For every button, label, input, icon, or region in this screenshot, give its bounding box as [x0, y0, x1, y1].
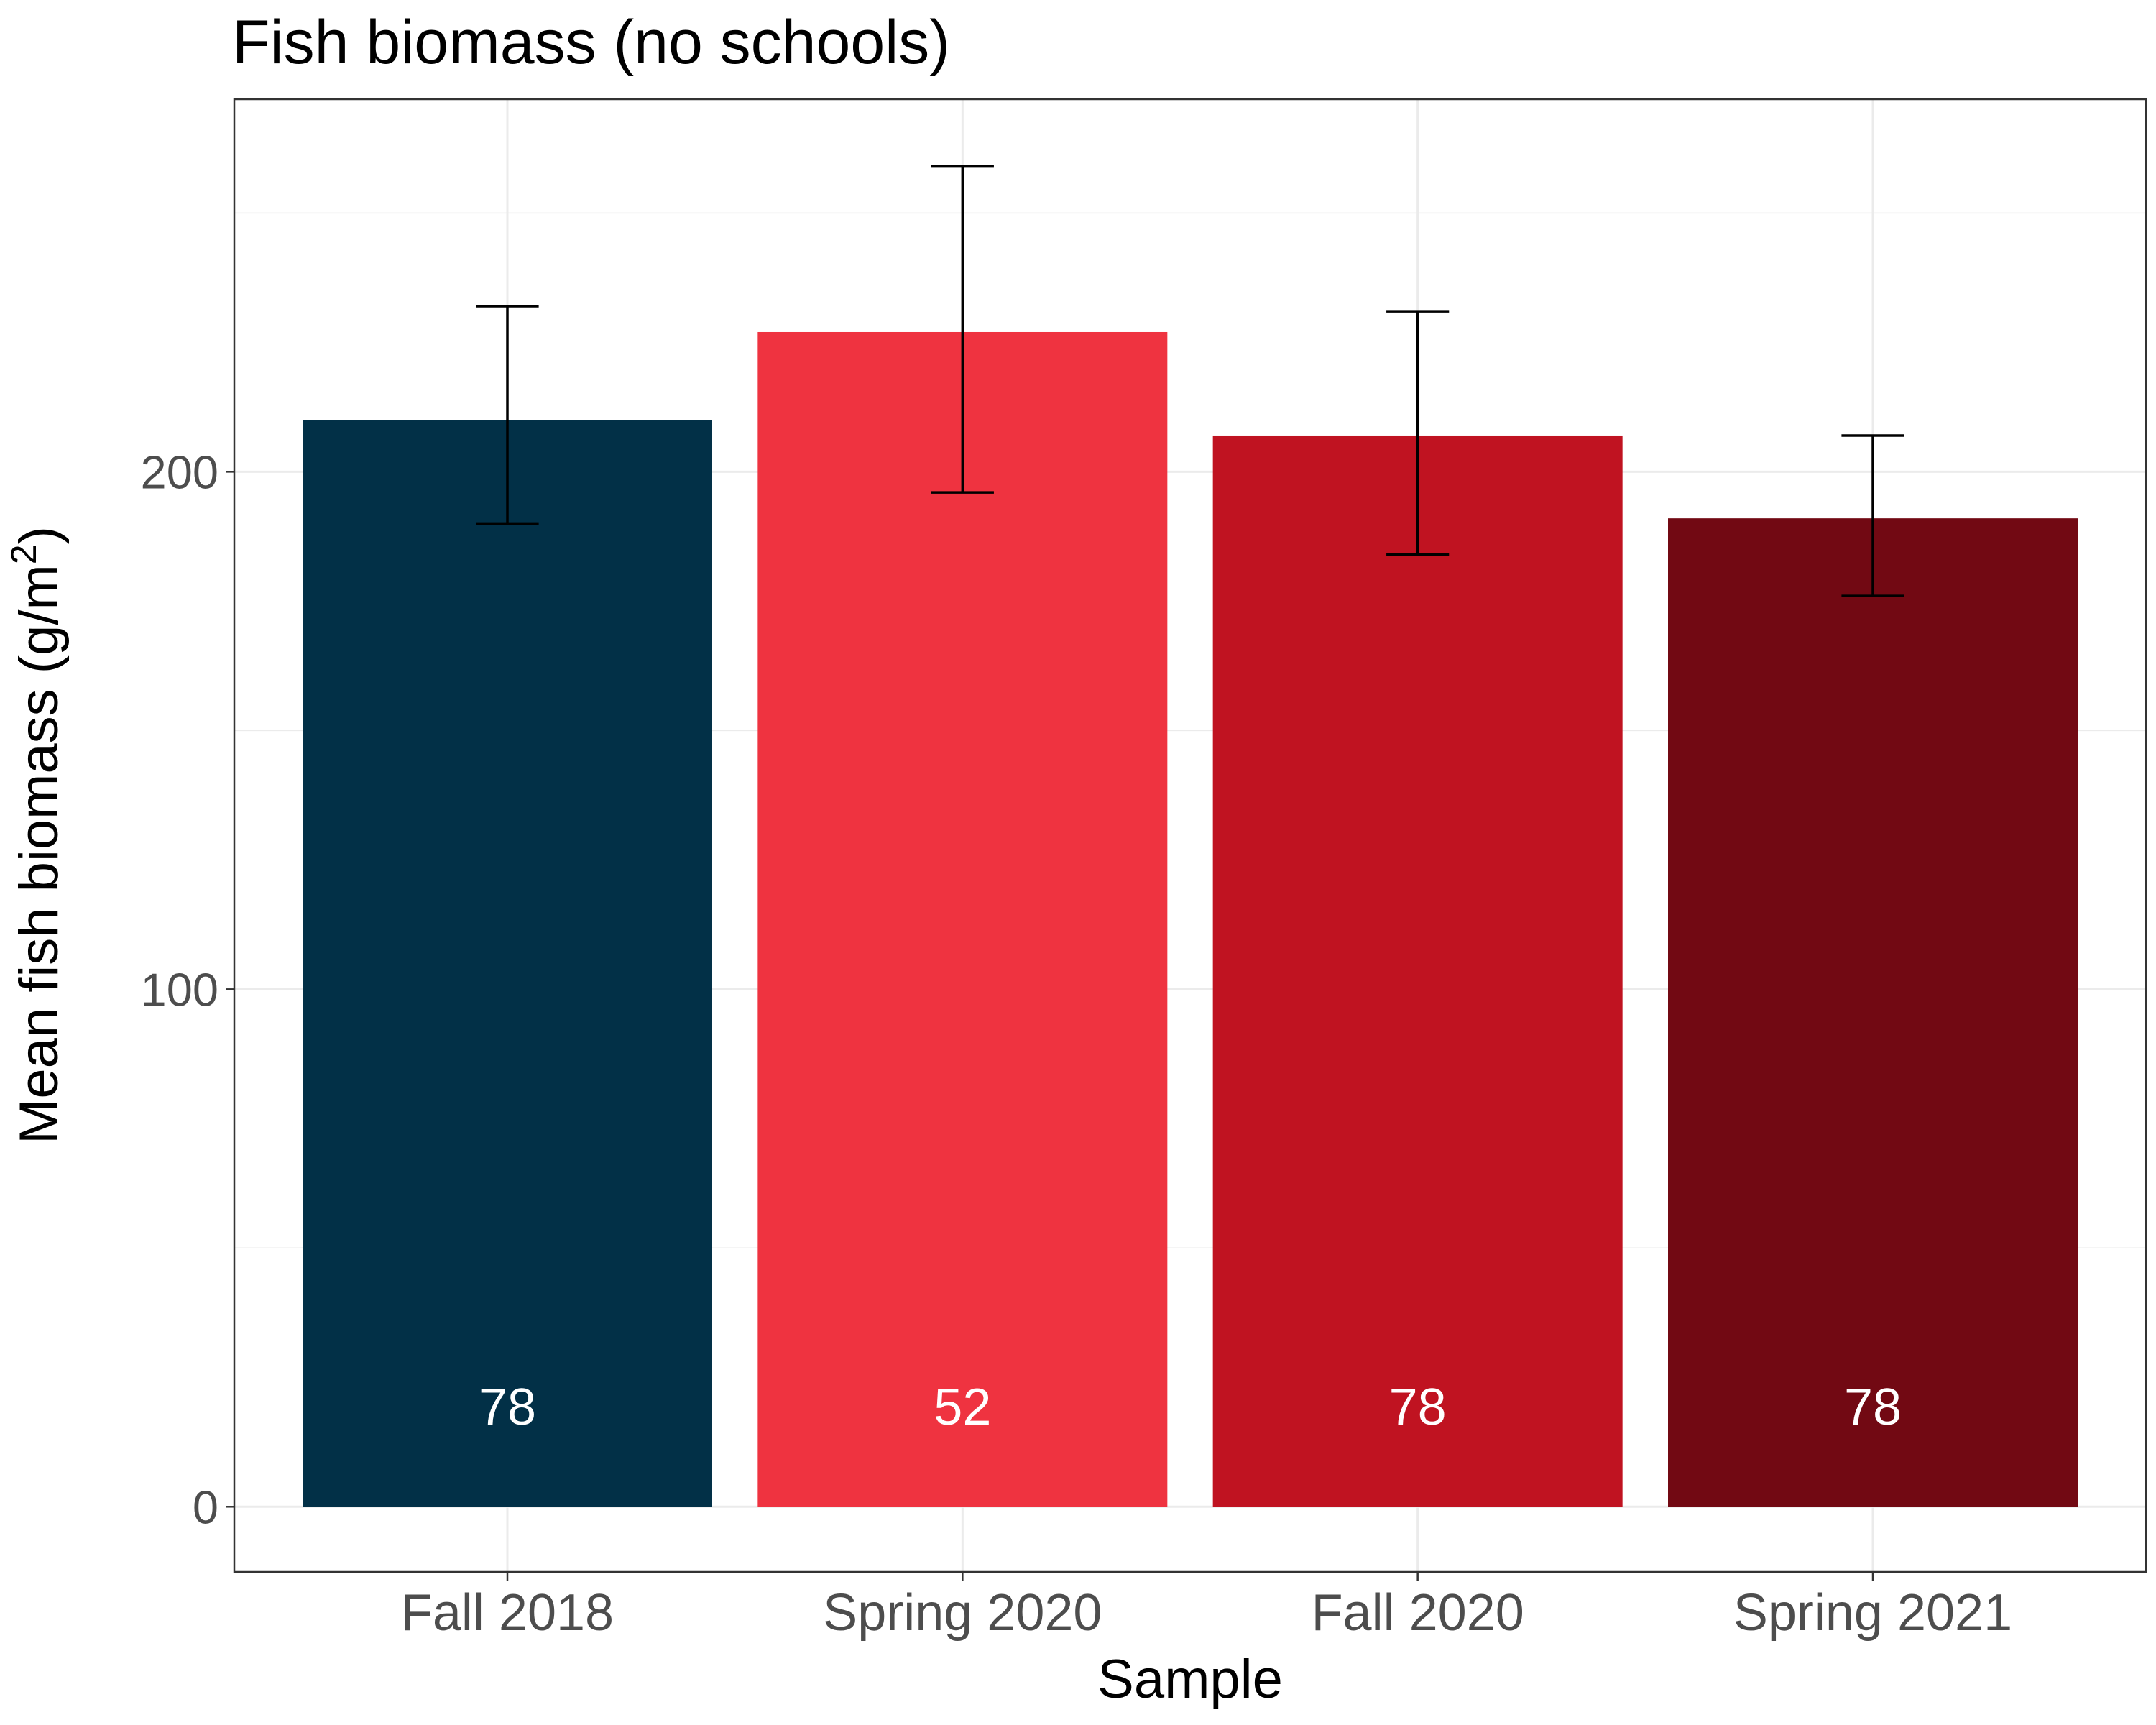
error-bar: [931, 165, 994, 494]
y-axis: 0 100 200: [141, 446, 234, 1533]
x-tick-label: Fall 2020: [1312, 1584, 1524, 1642]
bar-spring-2020: [757, 331, 1168, 1507]
bar-fall-2020: [1212, 435, 1623, 1507]
x-tick-label: Fall 2018: [401, 1584, 614, 1642]
x-tick-label: Spring 2021: [1733, 1584, 2012, 1642]
bars: [303, 331, 2078, 1507]
bar-label: 78: [1844, 1379, 1902, 1436]
y-tick-label: 200: [141, 446, 218, 498]
error-bar: [1841, 434, 1904, 597]
y-axis-title-main: Mean fish biomass (g/m: [9, 564, 70, 1144]
bar-fall-2018: [303, 420, 712, 1507]
x-axis-title: Sample: [1097, 1649, 1283, 1710]
y-axis-title-close: ): [9, 526, 70, 544]
chart-title: Fish biomass (no schools): [232, 8, 950, 77]
y-axis-title: Mean fish biomass (g/m2): [4, 526, 70, 1144]
error-bar: [476, 305, 539, 525]
bar-label: 52: [934, 1379, 991, 1436]
y-axis-title-superscript: 2: [4, 544, 44, 564]
plot-panel-border: [233, 98, 2147, 1573]
y-tick-label: 100: [141, 963, 218, 1016]
y-tick-label: 0: [193, 1481, 218, 1533]
x-tick-label: Spring 2020: [823, 1584, 1102, 1642]
error-bar: [1386, 310, 1450, 556]
bar-labels: 78 52 78 78: [479, 1379, 1902, 1436]
bar-label: 78: [1389, 1379, 1447, 1436]
error-bars: [476, 165, 1904, 597]
bar-spring-2021: [1668, 518, 2078, 1507]
x-axis: Fall 2018 Spring 2020 Fall 2020 Spring 2021: [401, 1572, 2012, 1642]
bar-label: 78: [479, 1379, 536, 1436]
